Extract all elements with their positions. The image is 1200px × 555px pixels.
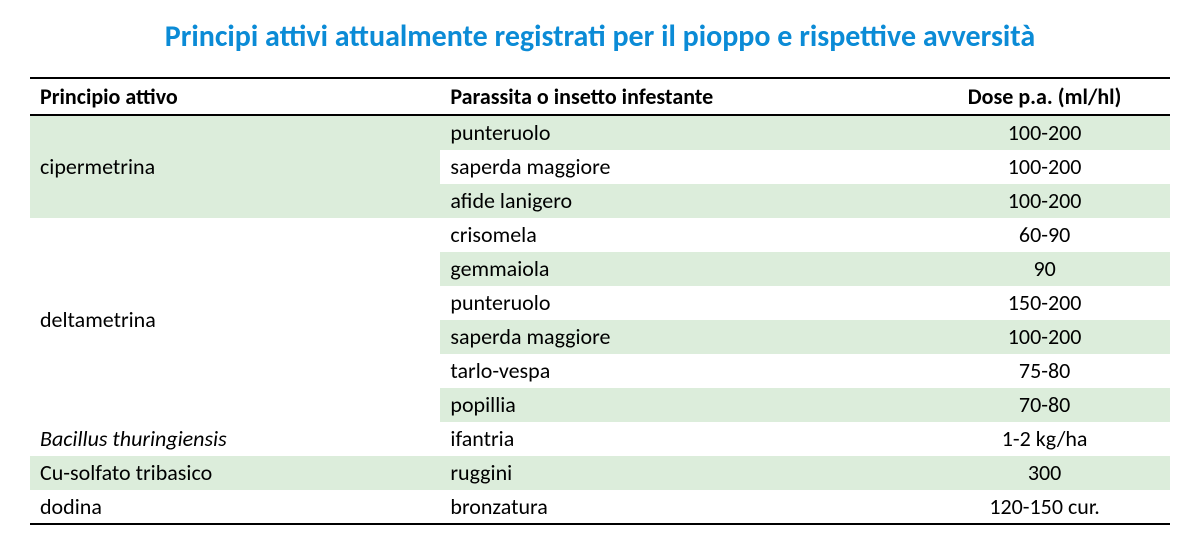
- cell-pest: crisomela: [440, 218, 919, 252]
- cell-pest: popillia: [440, 388, 919, 422]
- table-row: cipermetrinapunteruolo100-200: [30, 115, 1170, 150]
- cell-dose: 120-150 cur.: [919, 490, 1170, 525]
- cell-dose: 100-200: [919, 184, 1170, 218]
- cell-dose: 100-200: [919, 320, 1170, 354]
- cell-pest: gemmaiola: [440, 252, 919, 286]
- cell-pest: ifantria: [440, 422, 919, 456]
- col-header-parassita: Parassita o insetto infestante: [440, 78, 919, 115]
- cell-dose: 70-80: [919, 388, 1170, 422]
- cell-pest: saperda maggiore: [440, 150, 919, 184]
- col-header-principio: Principio attivo: [30, 78, 440, 115]
- cell-principio: dodina: [30, 490, 440, 525]
- cell-pest: punteruolo: [440, 115, 919, 150]
- cell-principio: Bacillus thuringiensis: [30, 422, 440, 456]
- cell-dose: 1-2 kg/ha: [919, 422, 1170, 456]
- table-row: Bacillus thuringiensisifantria1-2 kg/ha: [30, 422, 1170, 456]
- table-row: dodinabronzatura120-150 cur.: [30, 490, 1170, 525]
- cell-dose: 60-90: [919, 218, 1170, 252]
- cell-pest: bronzatura: [440, 490, 919, 525]
- table-row: deltametrinacrisomela60-90: [30, 218, 1170, 252]
- cell-pest: afide lanigero: [440, 184, 919, 218]
- table-header-row: Principio attivo Parassita o insetto inf…: [30, 78, 1170, 115]
- cell-principio: cipermetrina: [30, 115, 440, 218]
- cell-principio: deltametrina: [30, 218, 440, 422]
- cell-pest: tarlo-vespa: [440, 354, 919, 388]
- cell-dose: 100-200: [919, 115, 1170, 150]
- table-body: cipermetrinapunteruolo100-200saperda mag…: [30, 115, 1170, 524]
- cell-principio: Cu-solfato tribasico: [30, 456, 440, 490]
- cell-pest: punteruolo: [440, 286, 919, 320]
- cell-pest: ruggini: [440, 456, 919, 490]
- active-ingredients-table: Principio attivo Parassita o insetto inf…: [30, 77, 1170, 525]
- cell-dose: 300: [919, 456, 1170, 490]
- cell-dose: 75-80: [919, 354, 1170, 388]
- page-title: Principi attivi attualmente registrati p…: [30, 18, 1170, 55]
- table-row: Cu-solfato tribasicoruggini300: [30, 456, 1170, 490]
- cell-dose: 150-200: [919, 286, 1170, 320]
- cell-dose: 90: [919, 252, 1170, 286]
- cell-pest: saperda maggiore: [440, 320, 919, 354]
- col-header-dose: Dose p.a. (ml/hl): [919, 78, 1170, 115]
- cell-dose: 100-200: [919, 150, 1170, 184]
